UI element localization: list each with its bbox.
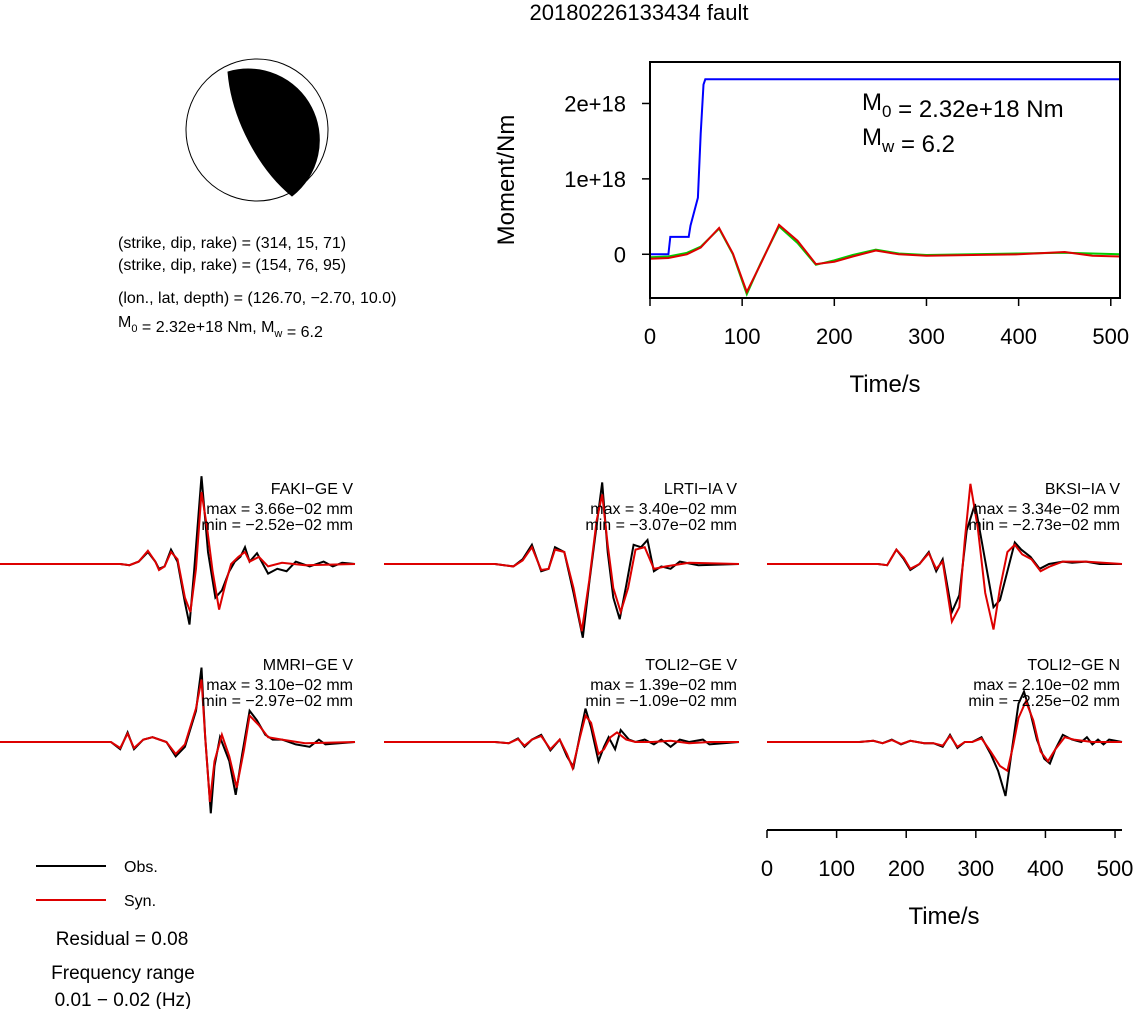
frequency-label: Frequency range	[51, 963, 195, 984]
station-max: max = 3.40e−02 mm	[590, 501, 737, 518]
x-axis-label: Time/s	[849, 371, 920, 398]
station-name: LRTI−IA V	[664, 481, 737, 498]
x-tick-label: 400	[1027, 856, 1064, 881]
y-tick-label: 2e+18	[564, 91, 626, 116]
moment-line: M0 = 2.32e+18 Nm, Mw = 6.2	[118, 314, 323, 341]
y-axis-label: Moment/Nm	[493, 115, 520, 246]
station-min: min = −2.25e−02 mm	[968, 693, 1120, 710]
location-line: (lon., lat, depth) = (126.70, −2.70, 10.…	[118, 290, 396, 307]
moment-series-0	[650, 78, 1120, 256]
strike-dip-rake-1: (strike, dip, rake) = (314, 15, 71)	[118, 235, 346, 252]
legend-syn-label: Syn.	[124, 893, 156, 910]
station-min: min = −2.52e−02 mm	[201, 517, 353, 534]
page-title: 20180226133434 fault	[530, 0, 749, 25]
syn-trace	[0, 679, 356, 803]
frequency-range: 0.01 − 0.02 (Hz)	[55, 990, 192, 1009]
station-max: max = 2.10e−02 mm	[973, 677, 1120, 694]
legend: Obs. Syn.	[36, 859, 158, 910]
x-tick-label: 0	[761, 856, 773, 881]
station-min: min = −1.09e−02 mm	[585, 693, 737, 710]
residual-label: Residual = 0.08	[56, 929, 189, 950]
x-tick-label: 100	[724, 324, 761, 349]
station-name: MMRI−GE V	[263, 657, 354, 674]
beachball-compression-quadrant	[227, 68, 320, 197]
x-tick-label: 200	[816, 324, 853, 349]
legend-obs-label: Obs.	[124, 859, 158, 876]
x-tick-label: 100	[818, 856, 855, 881]
obs-trace	[0, 476, 356, 625]
station-name: BKSI−IA V	[1045, 481, 1120, 498]
station-min: min = −3.07e−02 mm	[585, 517, 737, 534]
syn-trace	[384, 494, 740, 632]
station-max: max = 3.66e−02 mm	[206, 501, 353, 518]
station-min: min = −2.73e−02 mm	[968, 517, 1120, 534]
x-tick-label: 400	[1000, 324, 1037, 349]
x-axis-label: Time/s	[908, 903, 979, 930]
y-tick-label: 1e+18	[564, 167, 626, 192]
station-name: TOLI2−GE V	[645, 657, 737, 674]
beachball	[185, 58, 329, 202]
station-name: TOLI2−GE N	[1027, 657, 1120, 674]
syn-trace	[767, 698, 1122, 773]
station-min: min = −2.97e−02 mm	[201, 693, 353, 710]
syn-trace	[384, 713, 739, 772]
obs-trace	[384, 708, 740, 770]
x-tick-label: 500	[1092, 324, 1129, 349]
x-tick-label: 300	[908, 324, 945, 349]
m0-annotation: M0 = 2.32e+18 Nm	[862, 89, 1064, 123]
strike-dip-rake-2: (strike, dip, rake) = (154, 76, 95)	[118, 257, 346, 274]
x-tick-label: 0	[644, 324, 656, 349]
station-max: max = 1.39e−02 mm	[590, 677, 737, 694]
x-tick-label: 500	[1097, 856, 1134, 881]
syn-trace	[767, 483, 1123, 630]
mw-annotation: Mw = 6.2	[862, 124, 955, 158]
station-max: max = 3.10e−02 mm	[206, 677, 353, 694]
x-tick-label: 300	[957, 856, 994, 881]
x-tick-label: 200	[888, 856, 925, 881]
station-name: FAKI−GE V	[271, 481, 354, 498]
station-max: max = 3.34e−02 mm	[973, 501, 1120, 518]
y-tick-label: 0	[614, 242, 626, 267]
moment-series-1	[650, 224, 1120, 297]
moment-plot-frame	[649, 61, 1121, 299]
moment-series-2	[650, 223, 1120, 295]
syn-trace	[0, 491, 356, 613]
waveform-time-axis: 0 100 200 300 400 500 Time/s	[761, 829, 1134, 930]
moment-chart: 0 100 200 300 400 500 0 1e+18 2e+18 Time/s Moment/…	[493, 61, 1129, 398]
